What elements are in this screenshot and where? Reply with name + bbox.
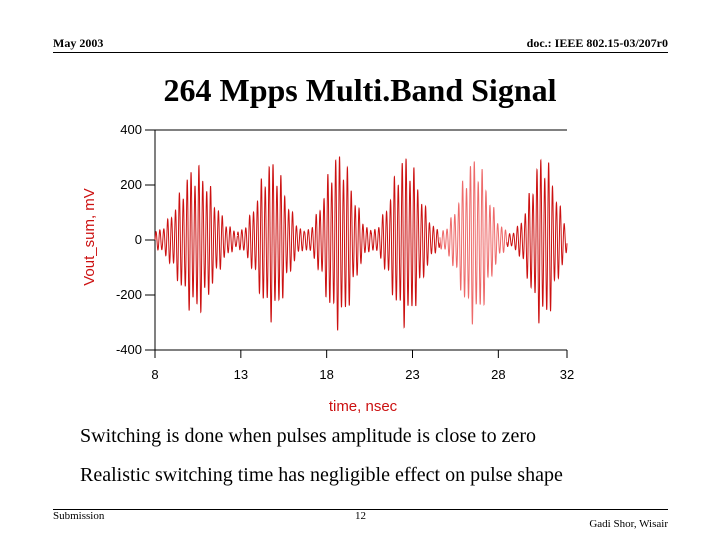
footer-author: Gadi Shor, Wisair xyxy=(589,518,668,530)
y-tick-label: 0 xyxy=(135,232,142,247)
signal-burst xyxy=(154,164,238,314)
signal-burst xyxy=(303,156,372,331)
x-tick-label: 8 xyxy=(151,367,158,382)
signal-burst xyxy=(506,158,568,324)
y-tick-label: 400 xyxy=(120,122,142,137)
footer-submission: Submission xyxy=(53,510,105,522)
header-doc-id: doc.: IEEE 802.15-03/207r0 xyxy=(526,36,668,50)
signal-burst xyxy=(439,161,508,325)
signal-burst xyxy=(370,158,441,329)
header-date: May 2003 xyxy=(53,36,104,50)
footer-divider xyxy=(53,509,668,510)
y-tick-label: -200 xyxy=(116,287,142,302)
x-tick-label: 18 xyxy=(319,367,333,382)
slide-title: 264 Mpps Multi.Band Signal xyxy=(163,72,557,108)
x-axis-title: time, nsec xyxy=(329,398,398,415)
caption-switching: Switching is done when pulses amplitude … xyxy=(80,425,537,447)
header-divider xyxy=(53,52,668,53)
y-tick-label: -400 xyxy=(116,342,142,357)
x-tick-label: 23 xyxy=(405,367,419,382)
y-tick-label: 200 xyxy=(120,177,142,192)
caption-realistic: Realistic switching time has negligible … xyxy=(80,464,563,486)
x-tick-label: 32 xyxy=(560,367,574,382)
x-tick-label: 13 xyxy=(234,367,248,382)
y-axis-title: Vout_sum, mV xyxy=(81,188,98,286)
footer-page-number: 12 xyxy=(355,510,366,522)
signal-burst xyxy=(236,164,305,323)
x-tick-label: 28 xyxy=(491,367,505,382)
